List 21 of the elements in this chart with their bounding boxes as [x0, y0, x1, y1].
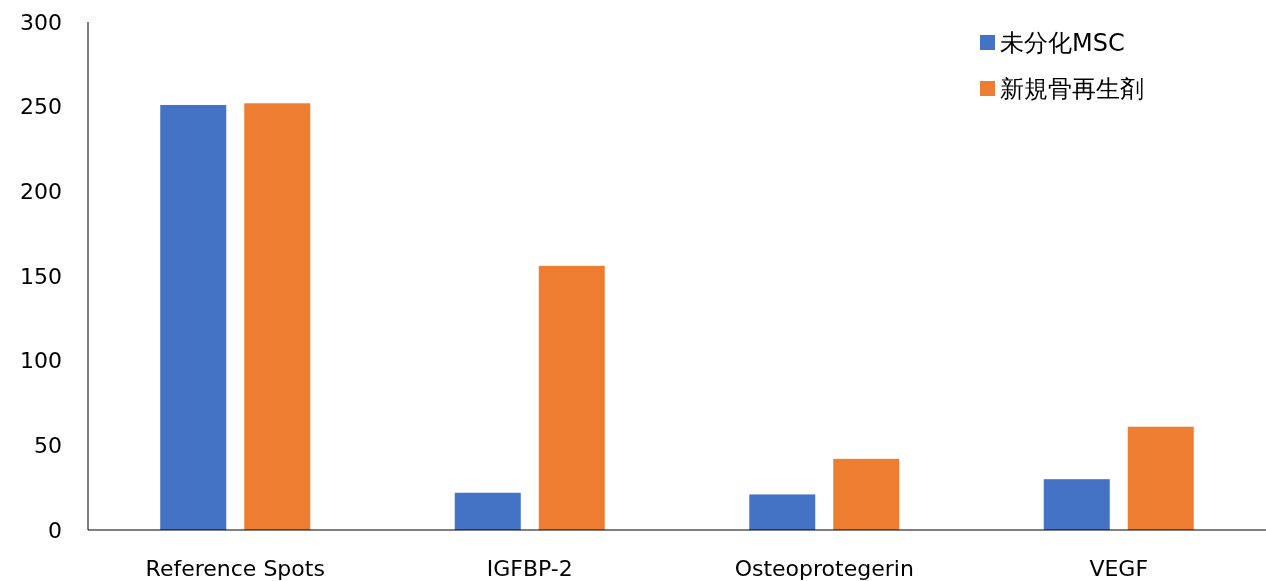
y-tick-label: 200 — [20, 179, 62, 205]
y-tick-label: 250 — [20, 94, 62, 120]
legend-label: 新規骨再生剤 — [1000, 75, 1144, 104]
x-tick-label: Osteoprotegerin — [734, 556, 914, 581]
y-tick-label: 300 — [20, 9, 62, 35]
bar — [454, 492, 521, 530]
bar — [749, 494, 816, 530]
x-tick-label: IGFBP-2 — [486, 556, 573, 581]
bar — [1043, 479, 1110, 530]
bar — [538, 265, 605, 530]
bar — [160, 104, 227, 530]
legend-label: 未分化MSC — [1000, 29, 1125, 58]
y-tick-label: 100 — [20, 348, 62, 374]
x-tick-label: Reference Spots — [145, 556, 325, 581]
bar — [244, 103, 311, 530]
y-tick-label: 0 — [48, 517, 62, 543]
bar — [833, 458, 900, 530]
x-tick-label: VEGF — [1089, 556, 1149, 581]
y-tick-label: 50 — [34, 433, 62, 459]
y-tick-label: 150 — [20, 263, 62, 289]
bar — [1127, 426, 1194, 530]
